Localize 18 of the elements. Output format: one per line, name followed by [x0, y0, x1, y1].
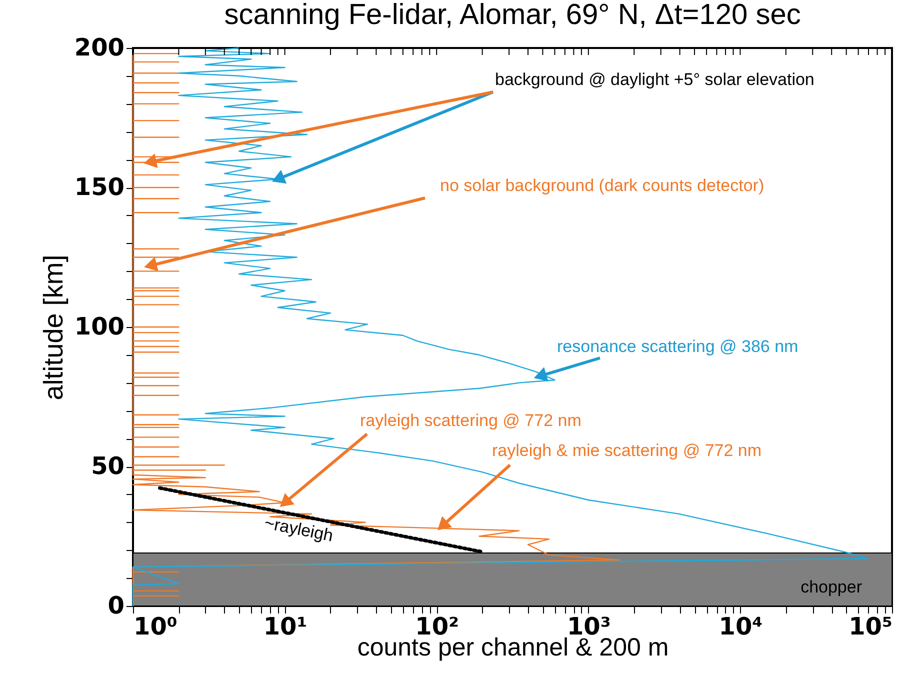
- annotation: rayleigh scattering @ 772 nm: [360, 411, 582, 430]
- annotation: resonance scattering @ 386 nm: [557, 337, 798, 356]
- y-tick-label: 0: [108, 592, 124, 620]
- band-label: chopper: [800, 577, 862, 596]
- y-tick-label: 150: [74, 173, 124, 201]
- y-tick-label: 50: [91, 452, 124, 480]
- y-tick-label: 100: [74, 312, 124, 340]
- annotation: no solar background (dark counts detector): [440, 176, 764, 195]
- annotation: background @ daylight +5° solar elevation: [495, 70, 814, 89]
- x-tick-label: 10⁵: [848, 612, 892, 640]
- x-tick-label: 10⁰: [134, 612, 178, 640]
- x-tick-label: 10¹: [263, 612, 308, 640]
- x-tick-label: 10⁴: [718, 612, 763, 640]
- y-tick-label: 200: [74, 34, 124, 62]
- text: ~rayleigh: [262, 513, 335, 546]
- annotation: rayleigh & mie scattering @ 772 nm: [492, 441, 762, 460]
- y-axis-title: altitude [km]: [38, 254, 68, 400]
- chart-title: scanning Fe-lidar, Alomar, 69° N, Δt=120 sec: [224, 0, 801, 31]
